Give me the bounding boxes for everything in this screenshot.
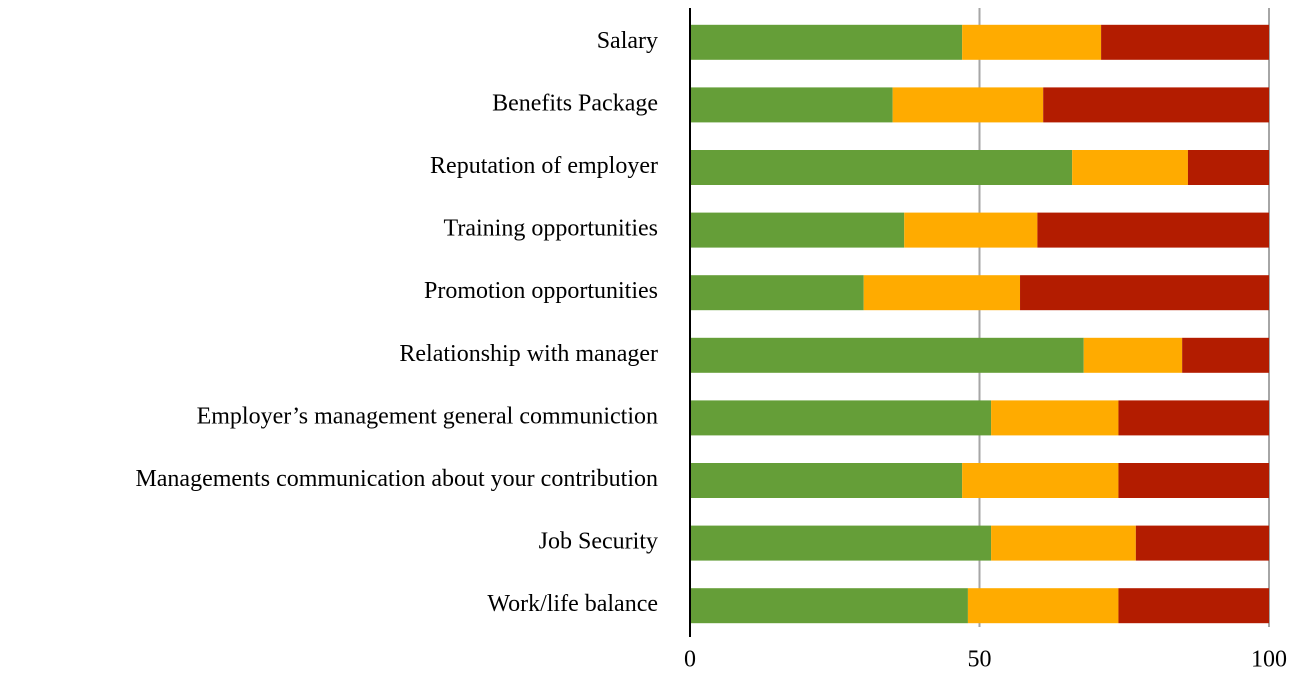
x-tick-label: 0: [684, 647, 696, 673]
bar-segment: [1187, 150, 1269, 185]
bar-segment: [1101, 24, 1269, 60]
y-tick-label: Benefits Package: [492, 90, 658, 116]
bar-segment: [892, 87, 1044, 123]
bar-segment: [690, 525, 992, 561]
bar-segment: [690, 337, 1084, 373]
bar-segment: [1083, 337, 1183, 373]
bar-segment: [904, 212, 1038, 248]
y-tick-label: Job Security: [539, 529, 658, 555]
bar-segment: [967, 588, 1119, 624]
bar-segment: [1037, 212, 1269, 248]
bar-segment: [863, 275, 1021, 311]
y-tick-label: Employer’s management general communicti…: [197, 403, 658, 429]
bar-segment: [1118, 588, 1269, 624]
bar-segment: [991, 400, 1119, 436]
bar-segment: [690, 87, 893, 123]
bar-segment: [690, 212, 905, 248]
y-tick-label: Training opportunities: [444, 216, 658, 242]
bar-segment: [690, 463, 963, 498]
x-tick-label: 50: [968, 647, 992, 673]
bar-segment: [962, 463, 1119, 498]
y-tick-label: Reputation of employer: [430, 153, 658, 179]
bar-segment: [690, 24, 963, 60]
y-tick-label: Promotion opportunities: [424, 278, 658, 304]
bar-segment: [1020, 275, 1269, 311]
bar-segment: [1135, 525, 1269, 561]
y-tick-label: Managements communication about your con…: [135, 466, 658, 492]
bar-segment: [690, 588, 968, 624]
bar-segment: [1118, 463, 1269, 498]
bar-segment: [1182, 337, 1269, 373]
y-tick-label: Salary: [597, 28, 658, 54]
bar-segment: [962, 24, 1102, 60]
bar-segment: [991, 525, 1136, 561]
bar-segment: [690, 400, 992, 436]
x-tick-label: 100: [1251, 647, 1287, 673]
bar-segment: [1072, 150, 1188, 185]
y-tick-label: Work/life balance: [487, 591, 658, 617]
bar-segment: [1118, 400, 1269, 436]
y-tick-label: Relationship with manager: [399, 341, 658, 367]
bar-segment: [690, 275, 864, 311]
bar-segment: [1043, 87, 1269, 123]
bar-segment: [690, 150, 1073, 185]
